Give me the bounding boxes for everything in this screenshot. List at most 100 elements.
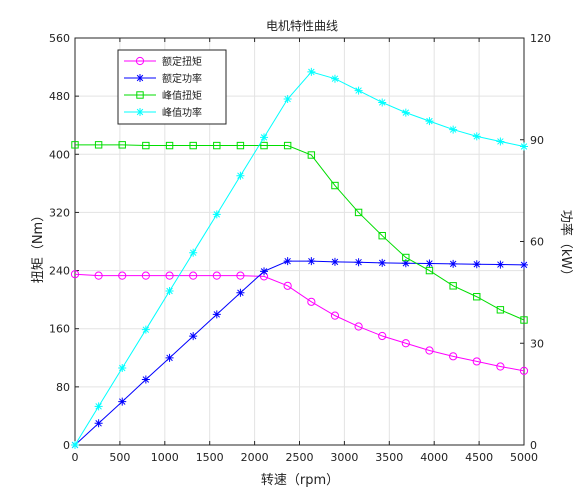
data-point xyxy=(496,306,505,314)
data-point xyxy=(472,357,481,366)
data-point xyxy=(165,287,174,296)
data-point xyxy=(520,142,528,151)
data-point xyxy=(496,362,505,371)
y2-tick-label: 60 xyxy=(530,236,544,249)
series-2 xyxy=(71,257,528,449)
data-point xyxy=(236,271,245,280)
series-1 xyxy=(70,270,529,375)
data-point xyxy=(118,364,127,373)
data-point xyxy=(401,108,410,117)
y-tick-label: 160 xyxy=(49,323,70,336)
data-point xyxy=(520,260,528,269)
data-point xyxy=(378,98,387,107)
data-point xyxy=(354,322,363,331)
legend-label: 额定功率 xyxy=(162,72,202,85)
x-tick-label: 1500 xyxy=(196,451,224,464)
x-tick-label: 500 xyxy=(109,451,130,464)
legend-box xyxy=(117,49,227,125)
data-point xyxy=(260,133,269,142)
y-tick-label: 0 xyxy=(63,439,70,452)
y-tick-label: 320 xyxy=(49,206,70,219)
data-point xyxy=(449,125,458,134)
data-point xyxy=(236,288,245,297)
data-point xyxy=(307,151,316,159)
x-axis-label: 转速（rpm） xyxy=(261,473,339,488)
data-point xyxy=(212,310,221,319)
legend-marker xyxy=(136,108,144,116)
data-point xyxy=(189,271,198,280)
data-point xyxy=(260,141,268,150)
y-tick-label: 480 xyxy=(49,90,70,103)
y2-axis-label: 功率（kW） xyxy=(558,210,574,282)
data-point xyxy=(473,293,481,301)
data-point xyxy=(71,141,79,149)
data-point xyxy=(401,259,410,268)
y2-tick-label: 120 xyxy=(530,32,551,45)
data-point xyxy=(496,260,505,269)
data-point xyxy=(425,117,434,126)
series-layer xyxy=(70,67,529,449)
x-tick-label: 3500 xyxy=(375,451,403,464)
data-point xyxy=(142,141,150,150)
series-4 xyxy=(71,67,528,449)
data-point xyxy=(283,141,292,150)
data-point xyxy=(449,282,457,290)
data-point xyxy=(165,271,174,280)
data-point xyxy=(354,258,363,267)
x-tick-label: 2500 xyxy=(286,451,314,464)
data-point xyxy=(472,132,481,141)
data-point xyxy=(189,248,198,257)
legend-marker xyxy=(136,74,144,82)
data-point xyxy=(449,259,458,268)
data-point xyxy=(236,141,245,150)
data-point xyxy=(425,266,434,275)
legend-label: 峰值扭矩 xyxy=(162,89,202,102)
x-tick-label: 2000 xyxy=(241,451,269,464)
data-point xyxy=(425,346,434,355)
data-point xyxy=(141,271,150,280)
data-point xyxy=(94,419,103,428)
x-tick-label: 0 xyxy=(72,451,79,464)
data-point xyxy=(141,375,150,384)
data-point xyxy=(331,181,339,190)
data-point xyxy=(307,297,316,306)
legend-label: 额定扭矩 xyxy=(162,55,202,68)
data-point xyxy=(165,353,174,362)
legend-item: 额定扭矩 xyxy=(124,55,202,68)
data-point xyxy=(236,171,245,180)
y-tick-label: 560 xyxy=(49,32,70,45)
legend-item: 峰值扭矩 xyxy=(124,89,202,102)
legend-label: 峰值功率 xyxy=(162,106,202,119)
axis-ticks: 0 500 1000 1500 2000 2500 3000 3500 4000 4500 5000… xyxy=(49,32,551,464)
x-tick-label: 5000 xyxy=(510,451,538,464)
x-tick-label: 4000 xyxy=(420,451,448,464)
data-point xyxy=(354,86,363,95)
series-line xyxy=(75,144,525,321)
data-point xyxy=(283,281,292,290)
data-point xyxy=(118,397,127,406)
data-point xyxy=(212,210,221,219)
series-line xyxy=(74,71,525,446)
y-tick-label: 240 xyxy=(49,265,70,278)
data-point xyxy=(307,67,316,76)
data-point xyxy=(401,339,410,348)
data-point xyxy=(165,141,174,150)
x-tick-label: 4500 xyxy=(465,451,493,464)
data-point xyxy=(378,231,386,240)
data-point xyxy=(496,137,505,146)
legend-item: 额定功率 xyxy=(124,72,202,85)
y-tick-label: 80 xyxy=(56,381,70,394)
y-tick-label: 400 xyxy=(49,148,70,161)
data-point xyxy=(283,257,292,266)
data-point xyxy=(213,141,221,150)
data-point xyxy=(283,95,292,104)
data-point xyxy=(94,141,103,149)
x-tick-label: 3000 xyxy=(330,451,358,464)
data-point xyxy=(520,316,528,324)
data-point xyxy=(402,253,410,262)
legend-item: 峰值功率 xyxy=(124,106,202,119)
data-point xyxy=(330,74,339,83)
data-point xyxy=(378,258,387,267)
